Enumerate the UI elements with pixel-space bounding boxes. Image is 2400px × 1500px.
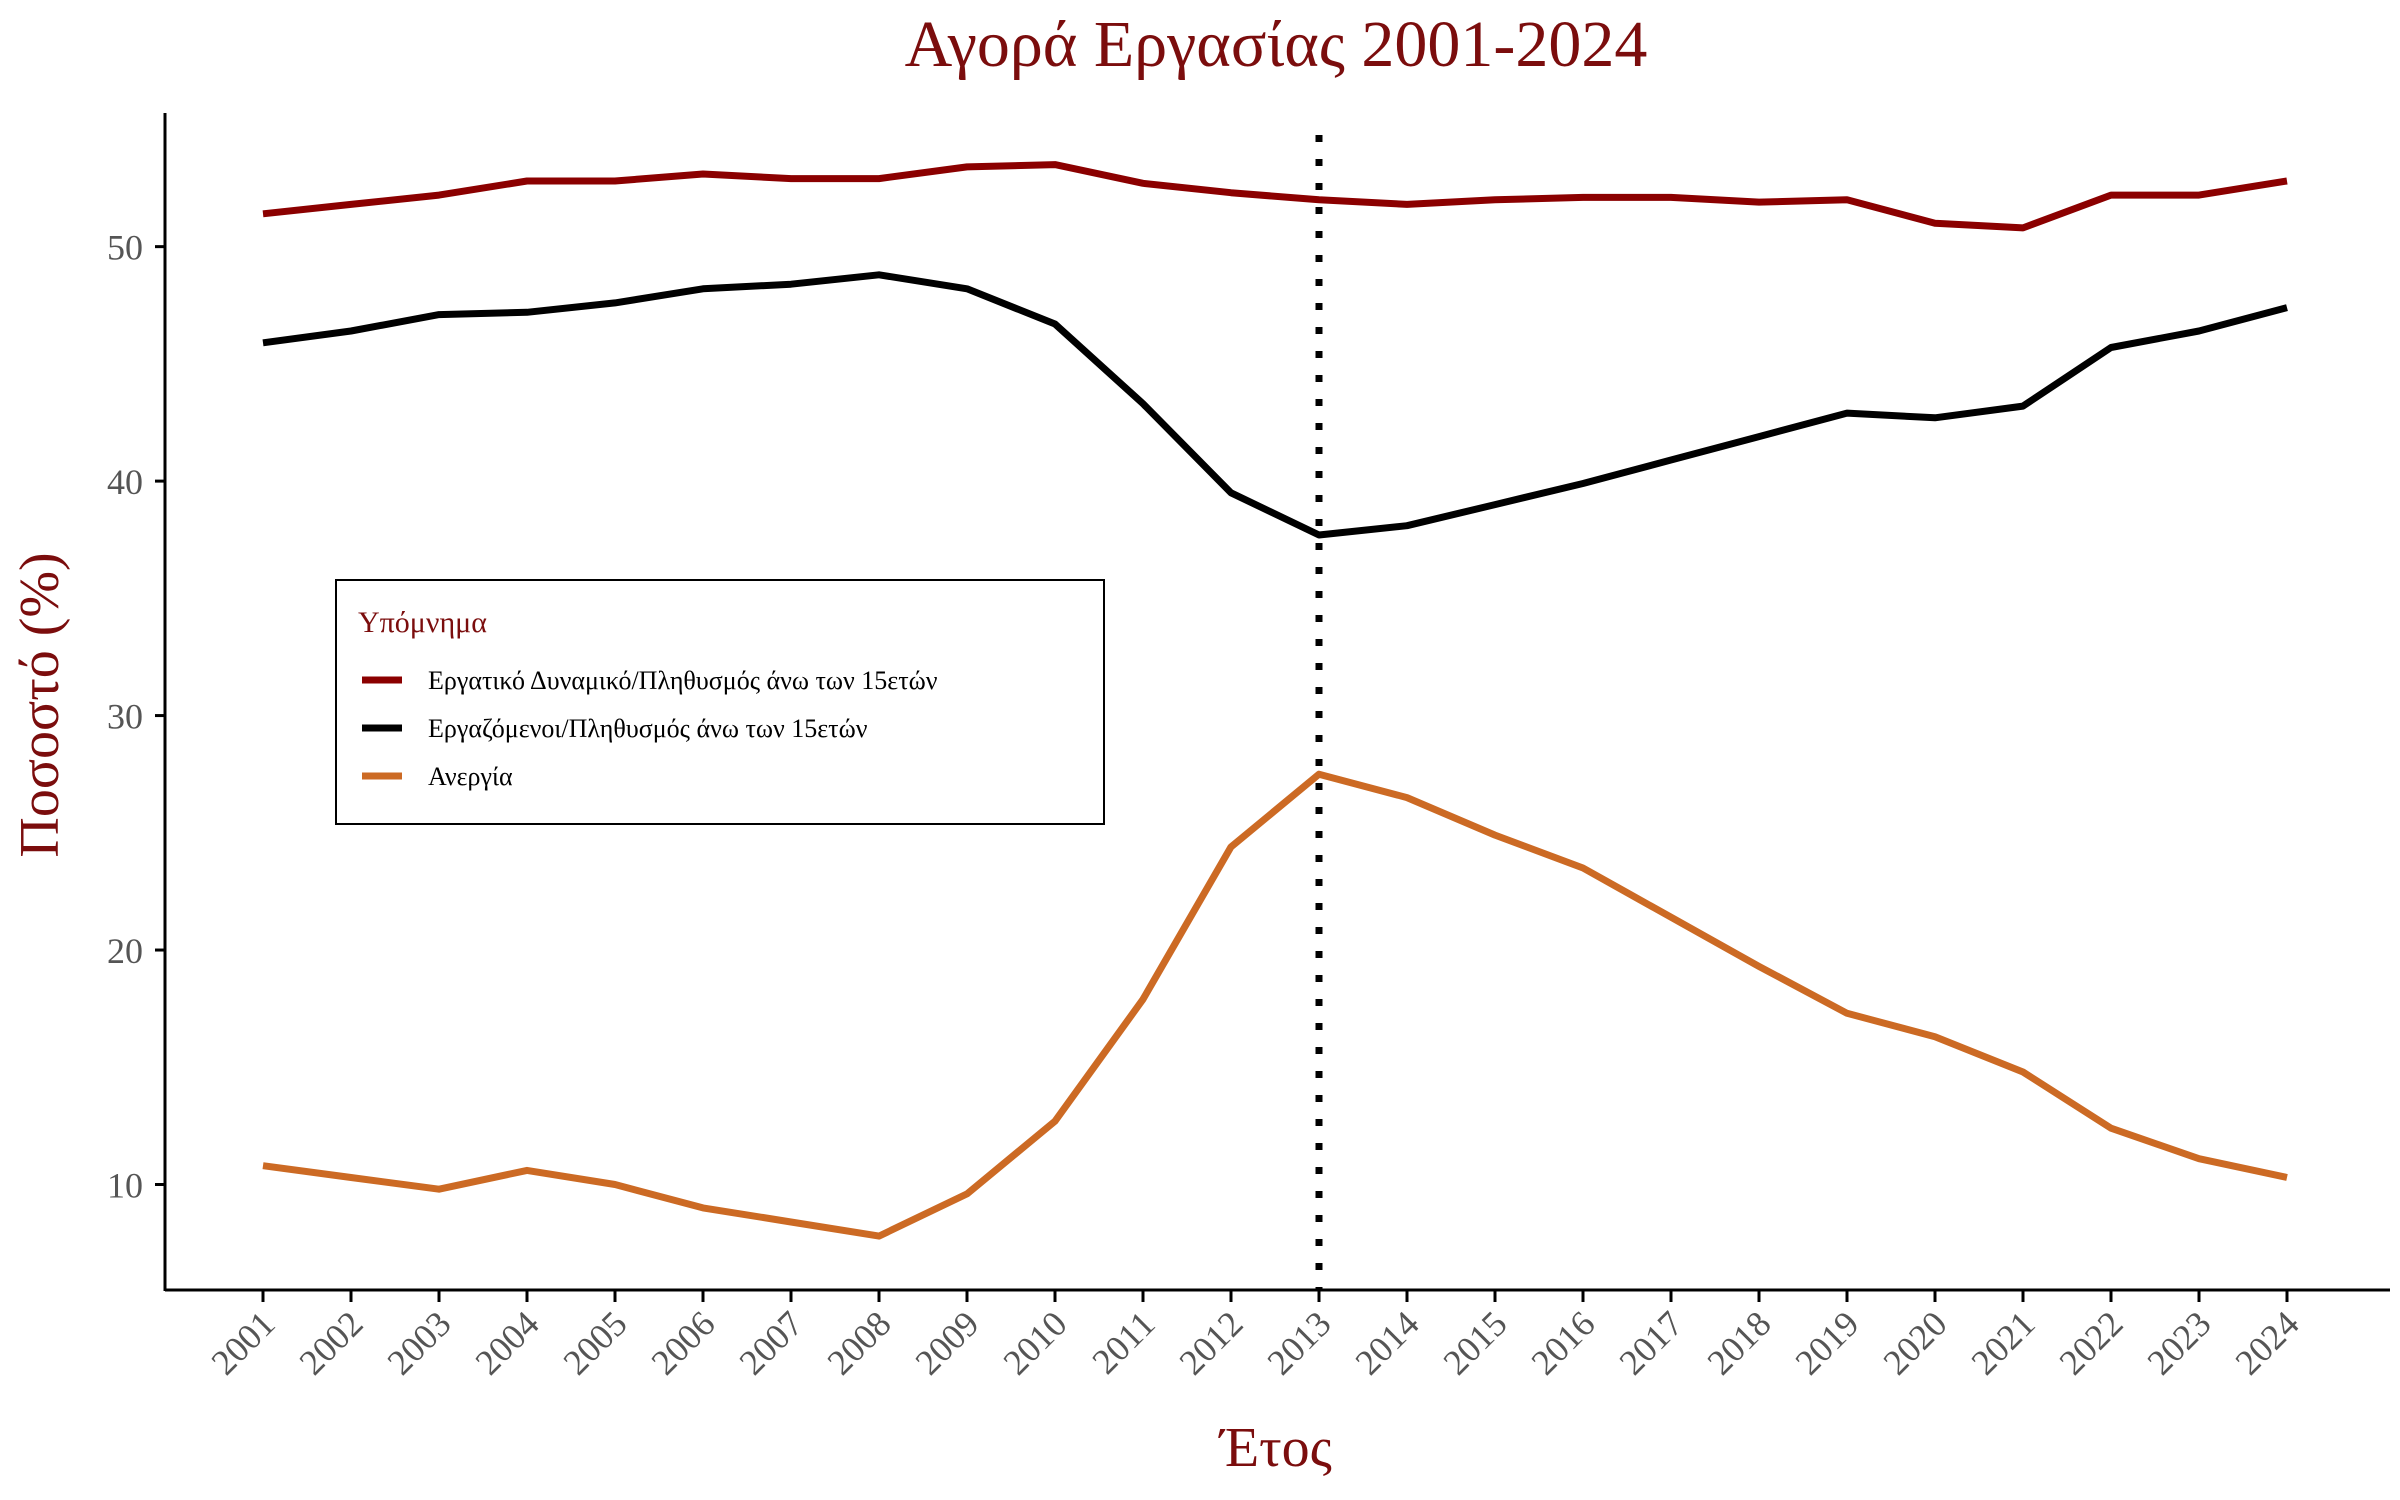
x-tick-label: 2014 [1347, 1303, 1426, 1382]
y-tick-label: 50 [107, 228, 143, 268]
legend-label: Ανεργία [428, 762, 513, 791]
legend-title: Υπόμνημα [358, 606, 487, 639]
series-line-2 [262, 271, 2288, 539]
series-line-3 [262, 770, 2288, 1240]
x-tick-label: 2001 [203, 1303, 282, 1382]
legend: Υπόμνημα Εργατικό Δυναμικό/Πληθυσμός άνω… [335, 579, 1105, 825]
y-axis-title: Ποσοστό (%) [9, 552, 71, 857]
legend-label: Εργαζόμενοι/Πληθυσμός άνω των 15ετών [428, 714, 868, 743]
x-tick-label: 2008 [819, 1303, 898, 1382]
x-axis-ticks: 2001 2002 2003 2004 2005 2006 2007 2008 2009 2010… [203, 1290, 2307, 1383]
series-layer [262, 161, 2288, 1240]
x-axis-title: Έτος [1218, 1417, 1332, 1479]
y-axis-ticks: 10 20 30 40 50 [107, 228, 165, 1205]
x-tick-label: 2020 [1875, 1303, 1954, 1382]
x-tick-label: 2023 [2139, 1303, 2218, 1382]
x-tick-label: 2019 [1787, 1303, 1866, 1382]
legend-label: Εργατικό Δυναμικό/Πληθυσμός άνω των 15ετ… [428, 666, 938, 695]
x-tick-label: 2004 [467, 1303, 546, 1382]
x-tick-label: 2015 [1435, 1303, 1514, 1382]
x-tick-label: 2007 [731, 1303, 810, 1382]
x-tick-label: 2009 [907, 1303, 986, 1382]
x-tick-label: 2013 [1259, 1303, 1338, 1382]
x-tick-label: 2005 [555, 1303, 634, 1382]
x-tick-label: 2003 [379, 1303, 458, 1382]
legend-items: Εργατικό Δυναμικό/Πληθυσμός άνω των 15ετ… [362, 666, 938, 791]
x-tick-label: 2011 [1084, 1303, 1162, 1381]
x-tick-label: 2018 [1699, 1303, 1778, 1382]
x-tick-label: 2002 [291, 1303, 370, 1382]
y-tick-label: 10 [107, 1165, 143, 1205]
x-tick-label: 2022 [2051, 1303, 2130, 1382]
x-tick-label: 2017 [1611, 1303, 1690, 1382]
x-tick-label: 2012 [1171, 1303, 1250, 1382]
x-tick-label: 2021 [1963, 1303, 2042, 1382]
y-tick-label: 30 [107, 697, 143, 737]
y-tick-label: 20 [107, 931, 143, 971]
chart-title: Αγορά Εργασίας 2001-2024 [905, 8, 1648, 81]
series-line-1 [262, 161, 2288, 232]
x-tick-label: 2006 [643, 1303, 722, 1382]
x-tick-label: 2016 [1523, 1303, 1602, 1382]
legend-box [335, 579, 1105, 825]
y-tick-label: 40 [107, 462, 143, 502]
x-tick-label: 2010 [995, 1303, 1074, 1382]
x-tick-label: 2024 [2227, 1303, 2306, 1382]
